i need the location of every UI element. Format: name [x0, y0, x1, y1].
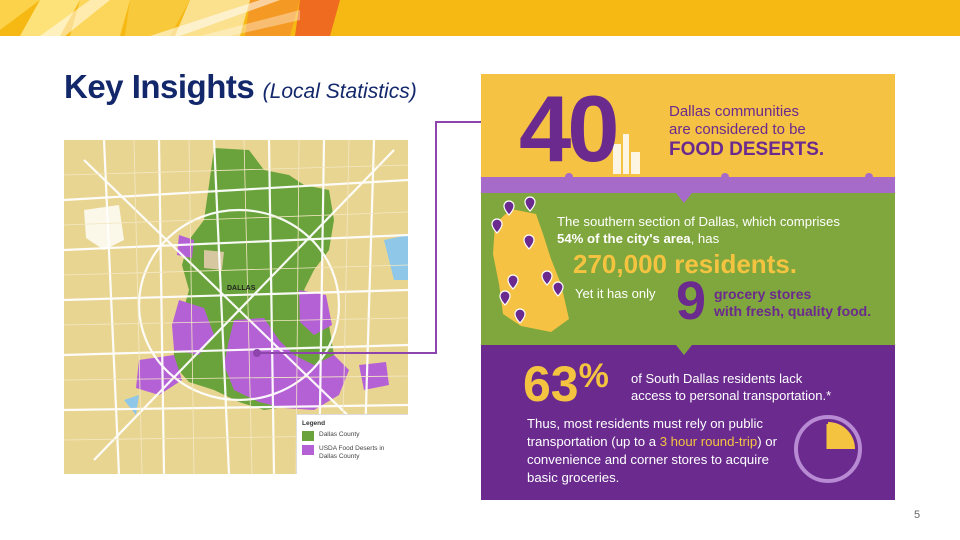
infographic-purple-section — [481, 345, 895, 500]
transport-pct-symbol: % — [578, 357, 609, 395]
title-subtitle: (Local Statistics) — [262, 80, 417, 103]
public-transport-text: Thus, most residents must rely on public… — [527, 415, 797, 487]
legend-label: Dallas County — [319, 431, 360, 438]
infographic-yellow-section — [481, 74, 895, 177]
sunburst-decoration — [0, 0, 340, 36]
transport-pct-value: 63 — [523, 356, 579, 412]
deserts-line-2: are considered to be — [669, 121, 806, 138]
title-main: Key Insights — [64, 68, 255, 105]
yet-text: Yet it has only — [575, 286, 656, 301]
lack-line-1: of South Dallas residents lack — [631, 371, 803, 386]
residents-count: 270,000 residents. — [573, 249, 798, 279]
transport-lack-text: of South Dallas residents lack access to… — [631, 370, 831, 404]
map-center-label: DALLAS — [227, 285, 256, 292]
deserts-emphasis: FOOD DESERTS. — [669, 139, 825, 160]
grocery-store-count: 9 — [676, 271, 707, 331]
map-graphic — [64, 140, 408, 474]
slide-title: Key Insights (Local Statistics) — [64, 68, 417, 106]
legend-label: USDA Food Deserts in Dallas County — [319, 445, 385, 460]
south-text-part-2: , has — [690, 231, 720, 246]
grocery-line-1: grocery stores — [714, 286, 812, 302]
deserts-line-1: Dallas communities — [669, 103, 800, 120]
food-deserts-count: 40 — [519, 76, 620, 181]
south-dallas-text: The southern section of Dallas, which co… — [557, 213, 847, 247]
lack-line-2: access to personal transportation.* — [631, 388, 832, 403]
grocery-line-2: with fresh, quality food. — [714, 303, 872, 319]
infographic-decorations — [491, 134, 873, 355]
legend-item-dallas-county: Dallas County — [302, 431, 403, 441]
top-decorative-band — [0, 0, 960, 36]
south-text-part-1: The southern section of Dallas, which co… — [557, 214, 840, 229]
legend-swatch-green — [302, 431, 314, 441]
food-deserts-text: Dallas communities are considered to be … — [669, 103, 824, 161]
legend-swatch-purple — [302, 445, 314, 455]
thus-part-1: Thus, most residents must rely on public… — [527, 416, 764, 449]
map-legend: Legend Dallas County USDA Food Deserts i… — [296, 414, 408, 474]
food-desert-infographic: 40 Dallas communities are considered to … — [481, 74, 895, 500]
legend-title: Legend — [302, 420, 326, 427]
south-text-bold: 54% of the city's area — [557, 231, 691, 246]
thus-highlight: 3 hour round-trip — [659, 434, 758, 449]
transport-percentage: 63% — [523, 359, 609, 409]
page-number: 5 — [914, 509, 921, 521]
grocery-text: grocery stores with fresh, quality food. — [714, 286, 871, 320]
clock-icon — [794, 415, 862, 483]
infographic-divider-band — [481, 177, 895, 193]
legend-item-food-deserts: USDA Food Deserts in Dallas County — [302, 445, 403, 461]
thus-part-2: ) or convenience and corner stores to ac… — [527, 434, 777, 485]
